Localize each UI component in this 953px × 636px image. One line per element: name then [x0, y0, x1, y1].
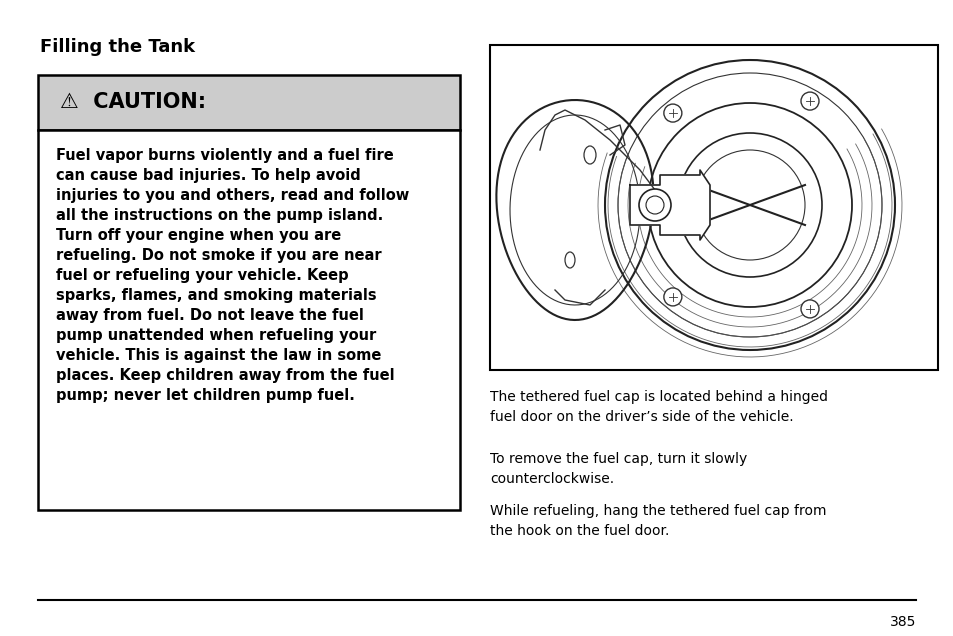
Polygon shape	[629, 170, 709, 240]
Circle shape	[645, 196, 663, 214]
Text: Fuel vapor burns violently and a fuel fire
can cause bad injuries. To help avoid: Fuel vapor burns violently and a fuel fi…	[56, 148, 409, 403]
Bar	[38, 130, 459, 510]
Circle shape	[639, 189, 670, 221]
Circle shape	[801, 300, 818, 318]
Text: Filling the Tank: Filling the Tank	[40, 38, 195, 56]
Text: ⚠  CAUTION:: ⚠ CAUTION:	[60, 92, 206, 113]
Circle shape	[801, 92, 818, 110]
Text: 385: 385	[889, 615, 915, 629]
Bar	[490, 45, 937, 370]
Circle shape	[663, 104, 681, 122]
Bar	[38, 75, 459, 130]
Text: While refueling, hang the tethered fuel cap from
the hook on the fuel door.: While refueling, hang the tethered fuel …	[490, 504, 825, 538]
Text: To remove the fuel cap, turn it slowly
counterclockwise.: To remove the fuel cap, turn it slowly c…	[490, 452, 746, 486]
Circle shape	[663, 288, 681, 306]
Text: The tethered fuel cap is located behind a hinged
fuel door on the driver’s side : The tethered fuel cap is located behind …	[490, 390, 827, 424]
